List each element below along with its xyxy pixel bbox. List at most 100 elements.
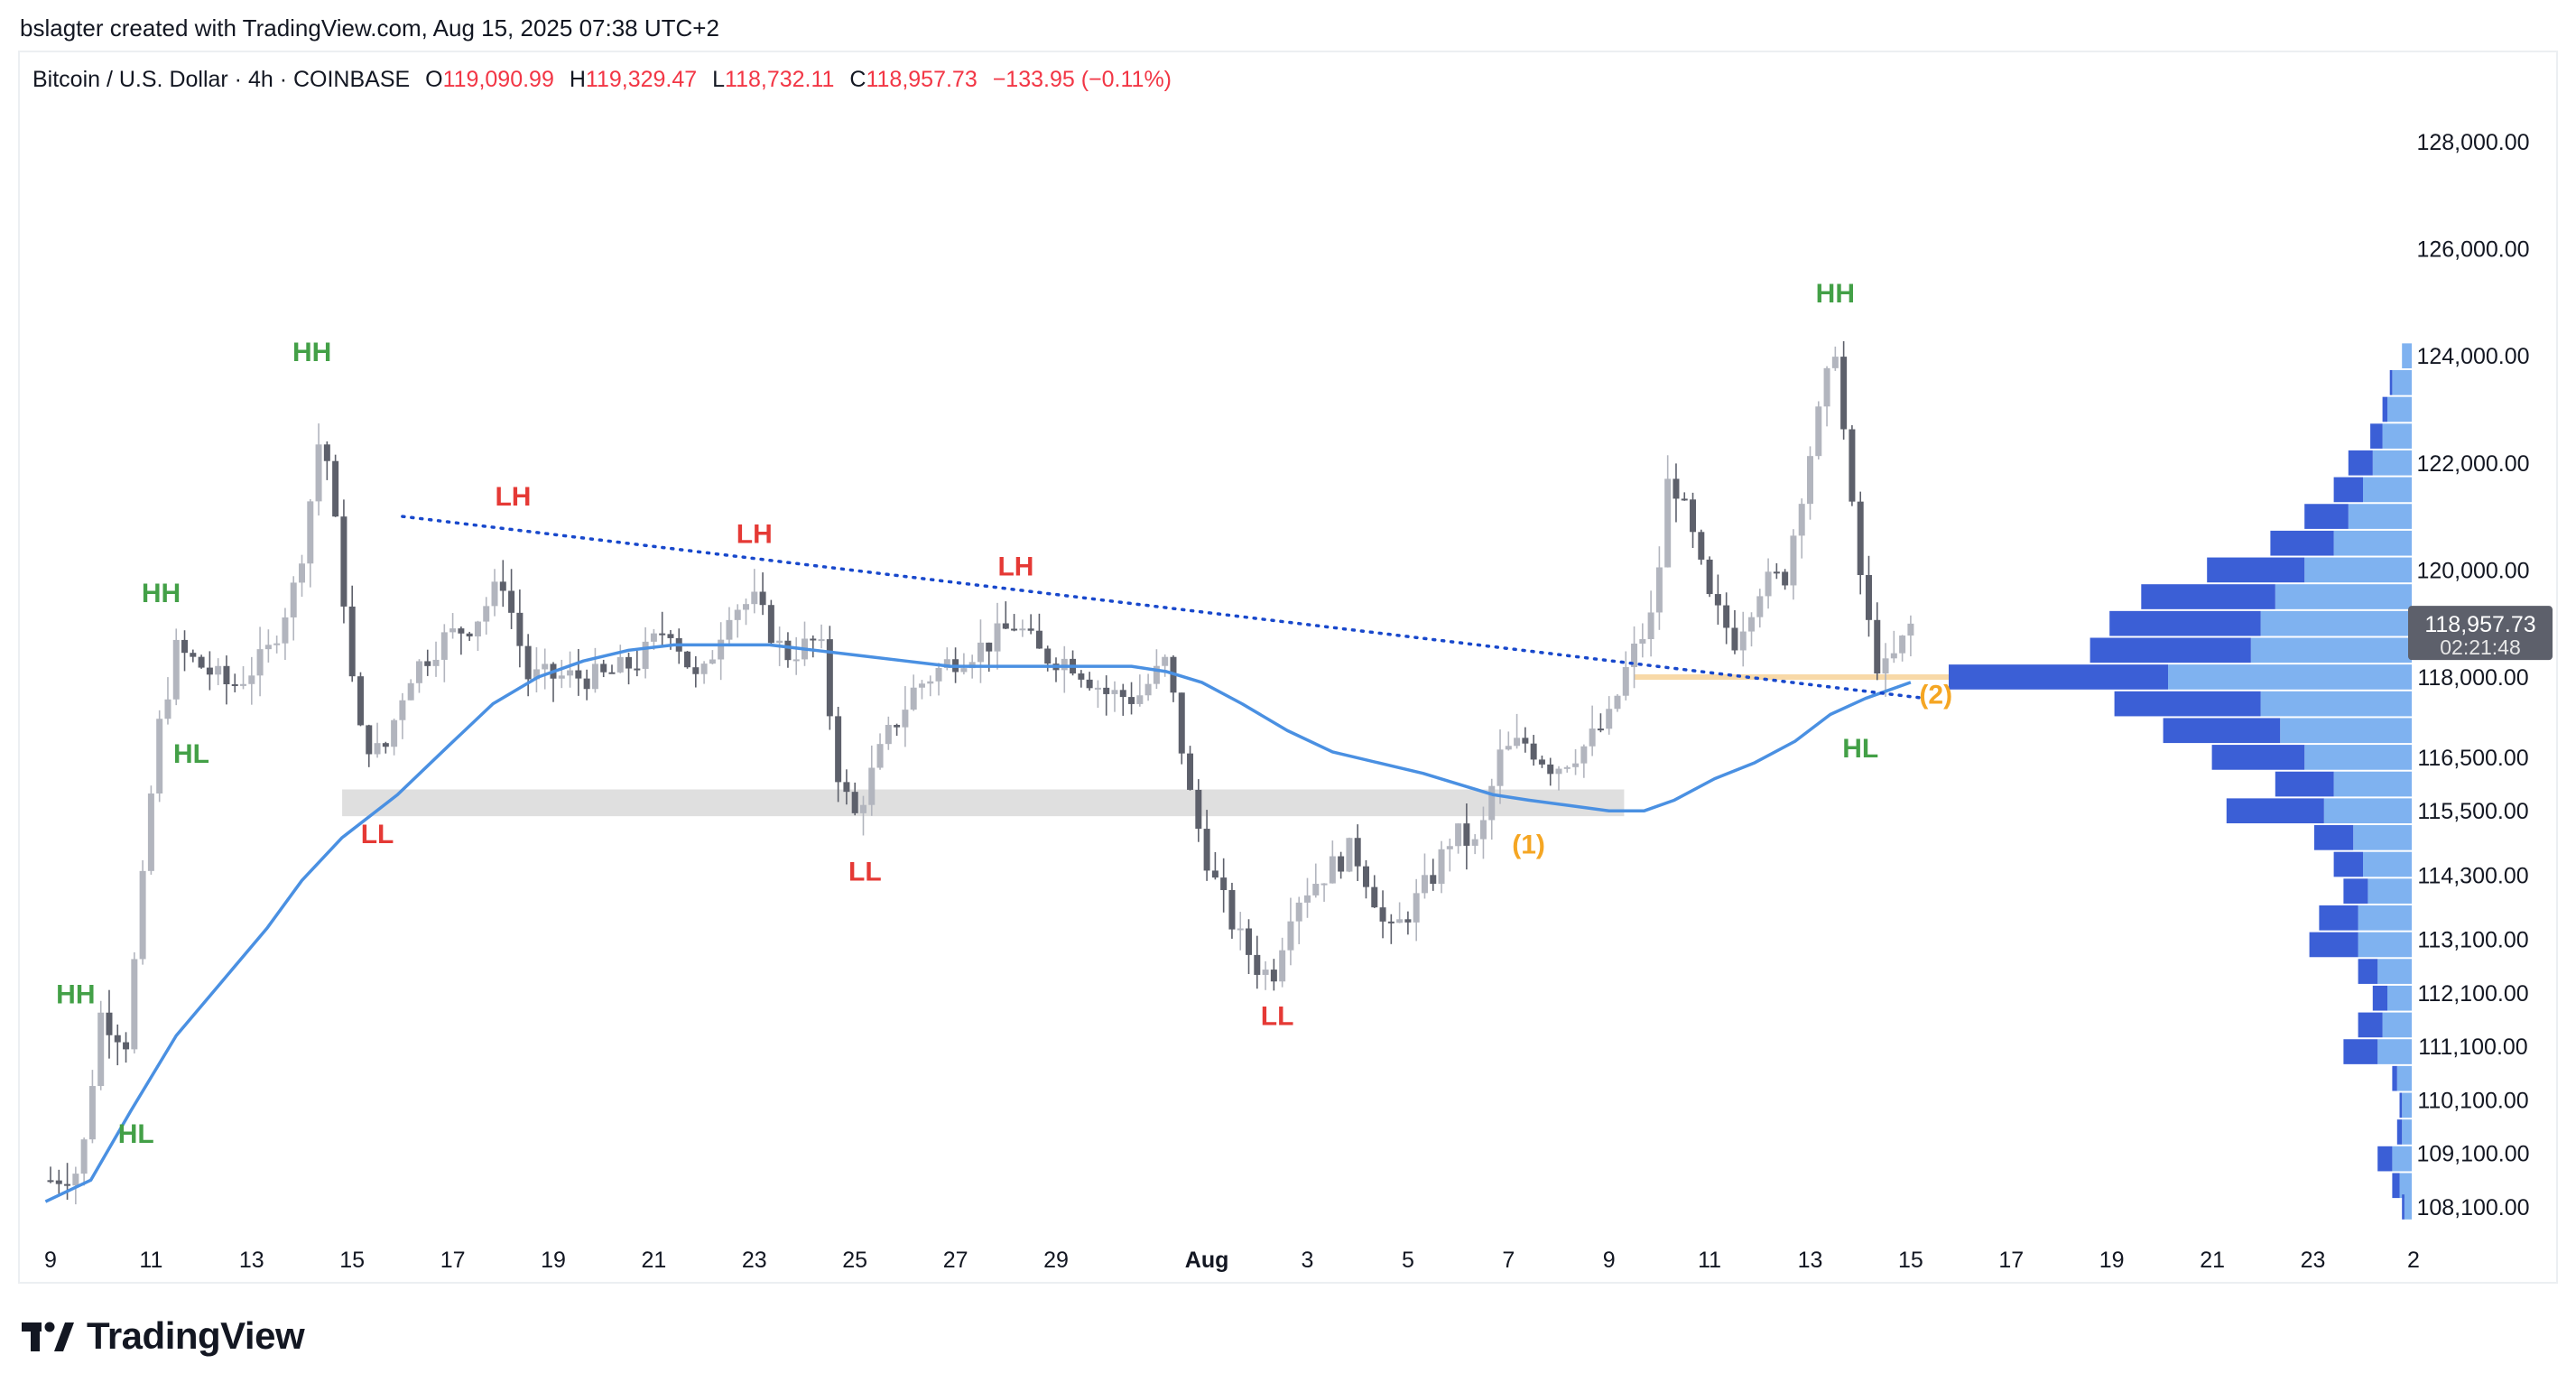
candle [1312,863,1320,898]
candle [859,795,866,836]
candle [734,604,741,638]
candle-body [1362,866,1369,887]
candle-body [1438,849,1445,884]
candle [1287,897,1294,966]
high-key: H [569,67,586,92]
candle [88,1070,96,1144]
candle [1681,492,1688,501]
swing-label: HH [56,980,95,1010]
time-tick-label: 17 [1998,1248,2024,1273]
candle-body [826,639,833,717]
countdown-text: 02:21:48 [2440,636,2521,659]
volume-bar-dark [2270,530,2334,556]
candle [1162,654,1169,677]
candle-body [542,664,549,670]
candle-body [902,710,909,728]
candle-body [743,604,750,610]
time-tick-label: 25 [842,1248,867,1273]
candle-body [843,782,850,793]
tradingview-logo[interactable]: TradingView [20,1314,305,1358]
symbol-legend[interactable]: Bitcoin / U.S. Dollar · 4h · COINBASE O1… [32,67,1172,93]
candle-body [407,682,414,701]
close-key: C [849,67,866,92]
candle-body [1044,648,1052,664]
candle-body [1287,921,1294,951]
candle [382,741,389,754]
candle [910,674,917,711]
volume-bar-dark [2333,851,2363,877]
volume-bar-light [2392,1146,2412,1172]
candle-body [240,683,247,686]
candle [315,423,322,516]
candle-body [1673,478,1680,499]
candle-body [340,516,347,607]
candle-body [1254,954,1261,975]
candle [1329,840,1336,884]
candle-body [307,501,314,564]
candle-body [1807,456,1813,505]
candle-body [1144,683,1152,696]
candle-body [1262,970,1269,975]
candle [181,630,189,672]
candle [1815,401,1822,460]
volume-bar-dark [2399,1092,2403,1118]
candle-body [986,642,993,652]
candle [1849,425,1856,506]
volume-bar-light [2358,932,2412,958]
candle [1338,851,1345,879]
candle [1790,529,1797,600]
candle [1136,674,1144,707]
candle [47,1166,54,1183]
candle-body [977,642,984,663]
candle-body [1849,429,1856,502]
candle [1070,650,1077,676]
candle [1840,340,1848,440]
candle-body [642,641,649,669]
candle-body [1698,532,1705,560]
candle [1882,643,1889,697]
candle [374,722,381,758]
candle-body [1094,687,1101,690]
candle [348,585,356,682]
volume-bar-light [2402,1092,2412,1118]
candle-body [1580,746,1588,764]
candle-body [1555,768,1562,775]
candle [1479,806,1487,859]
candle-body [516,612,524,646]
candle [1002,601,1009,630]
volume-bar-light [2333,771,2412,797]
time-tick-label: 21 [2200,1248,2225,1273]
swing-label: LL [1261,1001,1294,1031]
support-zone [342,789,1625,817]
candle [700,661,708,684]
candle-body [918,683,925,688]
candle-body [1857,501,1864,576]
volume-bar-light [2333,530,2412,556]
candle [190,649,197,663]
swing-label: HH [1816,279,1855,309]
candle-body [1589,728,1596,747]
candle [1404,911,1412,935]
candle [1463,803,1470,870]
volume-bar-light [2377,959,2412,984]
candle [743,599,750,626]
time-tick-label: 5 [1402,1248,1414,1273]
candle-body [1765,571,1772,597]
time-tick-label: 9 [1603,1248,1616,1273]
volume-bar-dark [2389,370,2393,395]
candle [1103,675,1110,716]
volume-bar-light [2348,504,2412,529]
candle [1831,346,1839,371]
candle [1421,853,1428,899]
candle [726,607,733,647]
candle [1572,748,1580,775]
candle [215,658,222,685]
candle-body [1220,877,1228,890]
candle [1320,883,1328,902]
candle-body [1111,690,1118,694]
candle-body [1463,823,1470,846]
candle-body [700,664,708,674]
volume-bar-dark [1949,664,2168,690]
candle [172,628,180,706]
